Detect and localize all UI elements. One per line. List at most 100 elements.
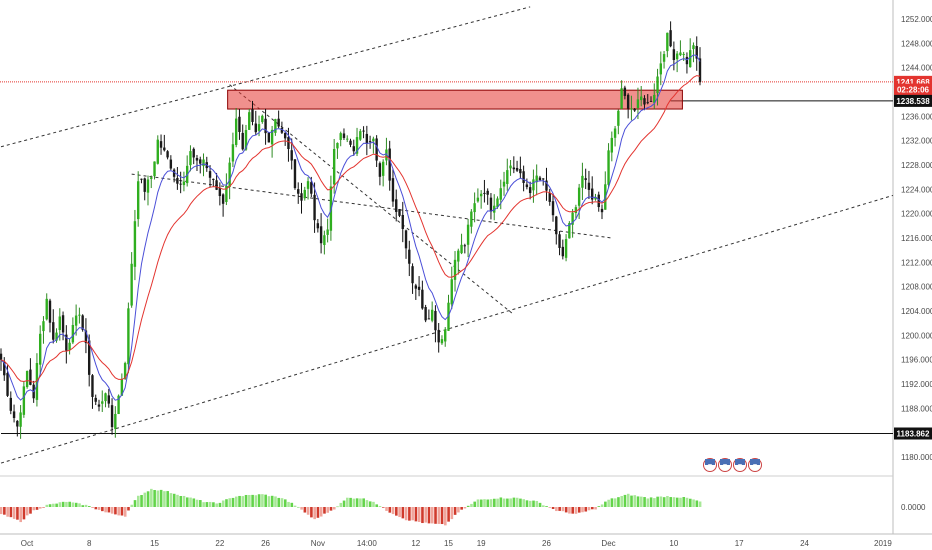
candle-body <box>74 315 78 326</box>
candle-body <box>19 412 22 427</box>
oscillator-bar <box>156 490 160 507</box>
candle-body <box>640 96 643 101</box>
oscillator-bar <box>470 503 473 507</box>
candle-body <box>401 214 404 229</box>
oscillator-bar <box>640 496 643 507</box>
candle-body <box>58 316 61 331</box>
time-tick-label: Dec <box>601 539 615 548</box>
oscillator-bar <box>150 488 153 507</box>
candle-body <box>646 102 649 104</box>
oscillator-bar <box>319 507 323 517</box>
oscillator-bar <box>447 507 450 522</box>
oscillator-bar <box>323 507 326 514</box>
oscillator-bar <box>463 507 467 509</box>
candle-body <box>199 159 202 164</box>
oscillator-bar <box>110 507 114 514</box>
trend-lines[interactable] <box>0 6 894 464</box>
candle-body <box>695 46 698 59</box>
oscillator-bar <box>189 497 192 507</box>
candle-body <box>231 144 235 162</box>
candle-body <box>52 322 55 340</box>
event-marker-label: ▾ <box>707 463 712 470</box>
oscillator-bar <box>519 498 522 507</box>
candle-body <box>372 138 375 142</box>
oscillator-bar <box>133 500 137 507</box>
oscillator-bar <box>143 492 147 507</box>
candle-body <box>470 211 473 227</box>
oscillator-bar <box>502 498 506 507</box>
candle-body <box>114 413 117 429</box>
candle-body <box>365 133 369 144</box>
oscillator-bar <box>104 507 107 513</box>
oscillator-bar <box>564 507 568 513</box>
oscillator-bar <box>114 507 117 515</box>
candle-body <box>189 151 192 166</box>
oscillator-bar <box>346 497 349 507</box>
oscillator-bar <box>241 496 245 507</box>
ma-slow-line <box>0 75 701 384</box>
oscillator-bar <box>130 504 134 507</box>
time-tick-label: 14:00 <box>357 539 378 548</box>
oscillator-bar <box>264 494 267 507</box>
oscillator-bar <box>460 507 463 510</box>
candle-body <box>584 178 587 181</box>
oscillator-bar <box>623 494 627 507</box>
economic-events[interactable]: ▾ ▾ ▾ ▾ <box>703 458 762 472</box>
oscillator-bar <box>698 501 702 507</box>
candle-body <box>538 177 542 181</box>
oscillator-bar <box>251 494 254 507</box>
oscillator-bar <box>512 497 516 507</box>
candle-body <box>385 149 388 161</box>
oscillator-bar <box>444 507 447 526</box>
candle-body <box>414 285 418 289</box>
resistance-zone[interactable] <box>227 89 683 110</box>
oscillator-bar <box>306 507 310 515</box>
oscillator-bar <box>675 497 679 507</box>
candle-body <box>594 196 597 200</box>
candle-body <box>669 30 672 47</box>
candle-body <box>221 194 225 204</box>
candle-body <box>101 401 104 404</box>
candle-body <box>280 127 284 133</box>
oscillator-bar <box>238 495 241 507</box>
trend-line <box>0 6 531 148</box>
oscillator-bar <box>528 500 532 507</box>
candle-body <box>9 397 12 411</box>
candle-body <box>378 163 382 177</box>
candle-body <box>202 159 205 167</box>
candle-body <box>303 189 306 199</box>
oscillator-bar <box>466 505 470 507</box>
oscillator-bar <box>483 499 486 507</box>
oscillator-bar <box>365 500 369 507</box>
candle-body <box>182 181 186 186</box>
time-tick-label: 12 <box>411 539 420 548</box>
oscillator-bar <box>32 507 36 511</box>
candle-body <box>430 309 434 321</box>
candle-body <box>244 130 248 150</box>
oscillator-bar <box>65 501 68 507</box>
oscillator-bar <box>179 496 183 507</box>
oscillator-bar <box>604 501 607 507</box>
oscillator-bar <box>277 497 281 507</box>
candle-body <box>38 333 42 365</box>
oscillator-bar <box>408 507 411 521</box>
candle-body <box>662 54 666 62</box>
oscillator-bar <box>375 504 379 507</box>
oscillator-bar <box>656 496 659 507</box>
oscillator-bar <box>81 505 85 507</box>
oscillator-bar <box>195 499 199 507</box>
candle-body <box>290 150 293 161</box>
oscillator-bar <box>368 501 372 507</box>
oscillator-bar <box>74 502 78 507</box>
candle-body <box>689 50 692 68</box>
candle-body <box>607 150 610 185</box>
candle-body <box>509 165 512 169</box>
candle-body <box>192 148 195 158</box>
candle-body <box>675 53 679 60</box>
candle-body <box>140 178 143 180</box>
time-tick-label: Oct <box>21 539 34 548</box>
horizontal-lines[interactable] <box>0 81 893 435</box>
oscillator-bar <box>421 507 424 524</box>
price-tick-label: 1208.000 <box>901 283 932 292</box>
